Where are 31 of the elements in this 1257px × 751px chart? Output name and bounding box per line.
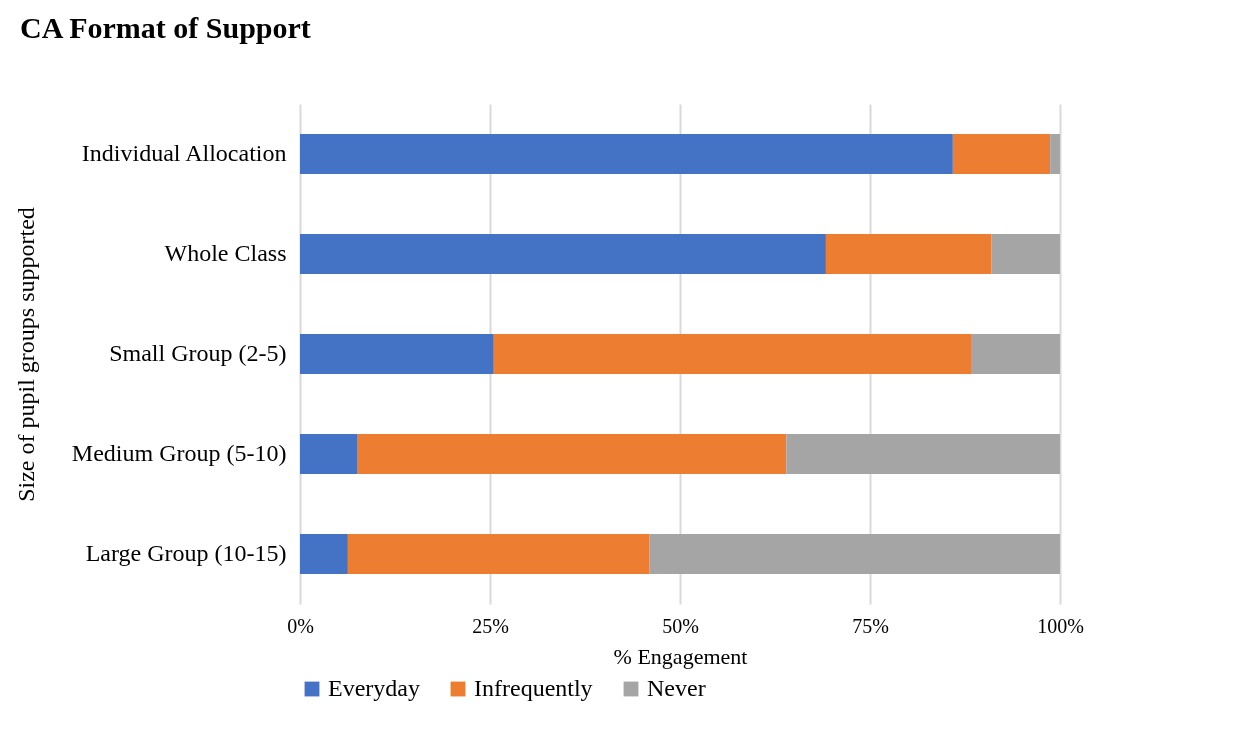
x-tick-label: 50% — [662, 614, 699, 637]
chart-title: CA Format of Support — [20, 11, 311, 44]
bar — [300, 234, 826, 274]
bar — [786, 434, 1060, 474]
y-tick-label: Whole Class — [164, 240, 287, 266]
bar — [1050, 134, 1060, 174]
bar — [991, 234, 1060, 274]
bar — [347, 534, 650, 574]
bar — [825, 234, 992, 274]
y-tick-label: Small Group (2-5) — [109, 340, 287, 366]
bar — [300, 334, 494, 374]
bar — [300, 434, 357, 474]
y-tick-label: Large Group (10-15) — [85, 540, 287, 566]
legend-label: Everyday — [328, 675, 420, 701]
x-tick-label: 0% — [287, 614, 314, 637]
y-axis-title: Size of pupil groups supported — [12, 207, 39, 502]
x-tick-label: 100% — [1037, 614, 1084, 637]
bar — [357, 434, 787, 474]
bar — [649, 534, 1060, 574]
x-tick-label: 25% — [472, 614, 509, 637]
bar — [300, 134, 953, 174]
bar — [971, 334, 1060, 374]
legend-label: Never — [647, 675, 706, 701]
x-axis-title: % Engagement — [613, 643, 748, 669]
legend-label: Infrequently — [474, 675, 593, 701]
bar — [300, 534, 348, 574]
y-tick-label: Individual Allocation — [81, 140, 287, 166]
bar — [493, 334, 972, 374]
y-tick-label: Medium Group (5-10) — [71, 440, 287, 466]
x-tick-label: 75% — [852, 614, 889, 637]
bar — [952, 134, 1051, 174]
